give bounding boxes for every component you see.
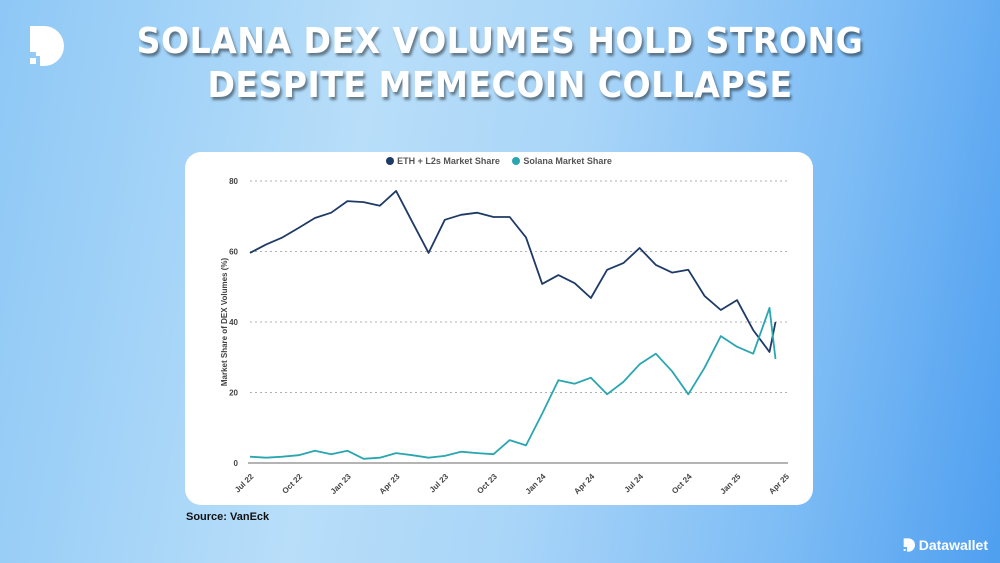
page-title: SOLANA DEX VOLUMES HOLD STRONG DESPITE M… — [40, 20, 960, 108]
x-tick-label: Jan 23 — [329, 472, 353, 496]
x-tick-label: Oct 22 — [280, 472, 304, 496]
x-tick-label: Jul 24 — [623, 472, 646, 495]
title-line-2: DESPITE MEMECOIN COLLAPSE — [207, 65, 793, 106]
y-tick-label: 20 — [229, 389, 238, 398]
x-tick-label: Apr 23 — [378, 472, 402, 496]
legend-label-eth: ETH + L2s Market Share — [397, 156, 500, 166]
y-tick-label: 60 — [229, 248, 238, 257]
x-tick-label: Jan 25 — [718, 472, 742, 496]
sol-series-dot-icon — [512, 157, 521, 165]
x-tick-label: Oct 24 — [670, 472, 694, 496]
legend-item-eth[interactable]: ETH + L2s Market Share — [386, 156, 500, 166]
legend-item-sol[interactable]: Solana Market Share — [512, 156, 612, 166]
x-tick-label: Apr 25 — [767, 472, 791, 496]
x-tick-label: Oct 23 — [475, 472, 499, 496]
datawallet-logo-icon — [30, 26, 64, 66]
y-axis-label: Market Share of DEX Volumes (%) — [220, 258, 229, 387]
x-tick-label: Jul 22 — [233, 472, 256, 495]
chart-card: ETH + L2s Market Share Solana Market Sha… — [185, 152, 813, 505]
line-chart: 0 20 40 60 80 Market Share of DEX Volumes (%)… — [220, 177, 791, 496]
x-tick-label: Apr 24 — [572, 472, 596, 496]
chart-legend: ETH + L2s Market Share Solana Market Sha… — [185, 156, 813, 167]
x-tick-label: Jan 24 — [524, 472, 548, 496]
eth-series-dot-icon — [386, 157, 395, 165]
datawallet-small-logo-icon — [903, 538, 915, 552]
source-citation: Source: VanEck — [186, 511, 270, 523]
y-tick-label: 80 — [229, 177, 238, 186]
legend-label-sol: Solana Market Share — [523, 156, 612, 166]
y-tick-label: 40 — [229, 318, 238, 327]
title-line-1: SOLANA DEX VOLUMES HOLD STRONG — [136, 21, 864, 62]
eth-series-line — [249, 190, 777, 353]
brand-name: Datawallet — [918, 537, 988, 553]
brand-watermark: Datawallet — [902, 537, 988, 553]
y-tick-label: 0 — [234, 459, 239, 468]
x-tick-label: Jul 23 — [428, 472, 451, 495]
sol-series-line — [249, 306, 777, 460]
